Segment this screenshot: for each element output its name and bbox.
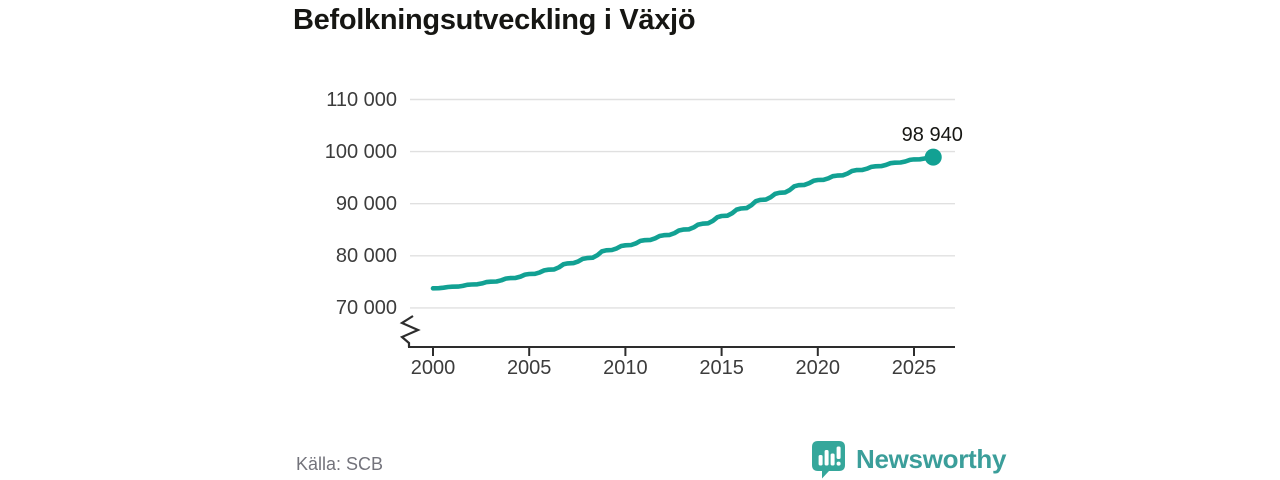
x-axis-tick-label: 2020 bbox=[795, 357, 841, 379]
end-point-marker bbox=[924, 148, 942, 166]
x-axis-tick-label: 2010 bbox=[603, 357, 648, 379]
y-axis-tick-label: 70 000 bbox=[335, 296, 397, 319]
x-axis-tick-label: 2000 bbox=[410, 357, 456, 379]
newsworthy-wordmark: Newsworthy bbox=[856, 444, 1007, 474]
end-value-label: 98 940 bbox=[901, 124, 963, 147]
y-axis-tick-label: 110 000 bbox=[326, 88, 397, 111]
bar-chart-speech-bubble-icon bbox=[812, 441, 845, 479]
y-axis-tick-label: 100 000 bbox=[324, 140, 397, 163]
y-axis-break-icon bbox=[399, 315, 421, 347]
y-axis-tick-label: 80 000 bbox=[335, 244, 397, 267]
newsworthy-logo: Newsworthy bbox=[810, 440, 1006, 479]
population-line bbox=[430, 154, 936, 291]
chart-title: Befolkningsutveckling i Växjö bbox=[293, 4, 696, 36]
y-axis-tick-label: 90 000 bbox=[335, 192, 397, 215]
x-axis-tick-label: 2005 bbox=[506, 357, 552, 379]
x-axis-tick-label: 2015 bbox=[699, 357, 744, 379]
source-note: Källa: SCB bbox=[296, 454, 384, 474]
x-axis-tick-label: 2025 bbox=[891, 357, 937, 379]
